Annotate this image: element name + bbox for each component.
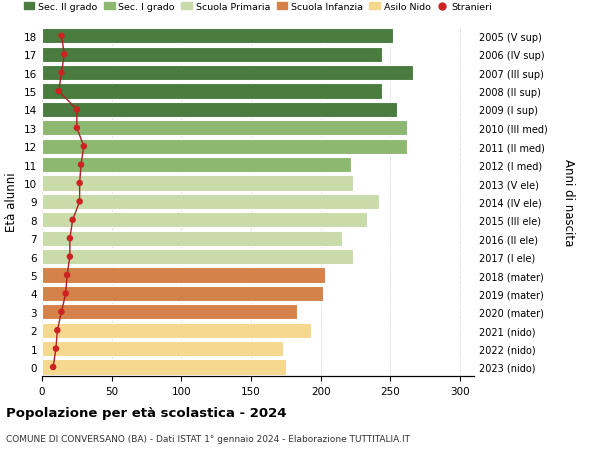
Bar <box>42 250 353 264</box>
Bar <box>42 140 407 154</box>
Bar <box>42 213 367 228</box>
Text: COMUNE DI CONVERSANO (BA) - Dati ISTAT 1° gennaio 2024 - Elaborazione TUTTITALIA: COMUNE DI CONVERSANO (BA) - Dati ISTAT 1… <box>6 434 410 443</box>
Point <box>53 327 62 334</box>
Text: Popolazione per età scolastica - 2024: Popolazione per età scolastica - 2024 <box>6 406 287 419</box>
Bar <box>42 360 286 375</box>
Point <box>68 217 77 224</box>
Bar <box>42 66 413 81</box>
Bar <box>42 29 393 44</box>
Bar <box>42 231 341 246</box>
Point <box>72 106 82 114</box>
Point <box>57 308 67 316</box>
Bar <box>42 48 382 62</box>
Point <box>76 162 86 169</box>
Point <box>65 235 74 242</box>
Point <box>72 125 82 132</box>
Y-axis label: Anni di nascita: Anni di nascita <box>562 158 575 246</box>
Bar <box>42 341 283 356</box>
Bar <box>42 195 379 209</box>
Bar <box>42 176 353 191</box>
Bar <box>42 268 325 283</box>
Point <box>49 364 58 371</box>
Point <box>62 272 72 279</box>
Bar <box>42 103 397 118</box>
Point <box>57 33 67 40</box>
Point <box>75 198 85 206</box>
Point <box>59 51 69 59</box>
Bar <box>42 158 352 173</box>
Point <box>65 253 74 261</box>
Point <box>61 290 70 297</box>
Point <box>54 88 64 95</box>
Point <box>79 143 89 151</box>
Y-axis label: Età alunni: Età alunni <box>5 172 19 232</box>
Bar <box>42 121 407 136</box>
Bar <box>42 323 311 338</box>
Legend: Sec. II grado, Sec. I grado, Scuola Primaria, Scuola Infanzia, Asilo Nido, Stran: Sec. II grado, Sec. I grado, Scuola Prim… <box>20 0 496 16</box>
Point <box>75 180 85 187</box>
Point <box>57 70 67 77</box>
Bar <box>42 286 323 301</box>
Bar <box>42 84 382 99</box>
Point <box>51 345 61 353</box>
Bar <box>42 305 297 319</box>
